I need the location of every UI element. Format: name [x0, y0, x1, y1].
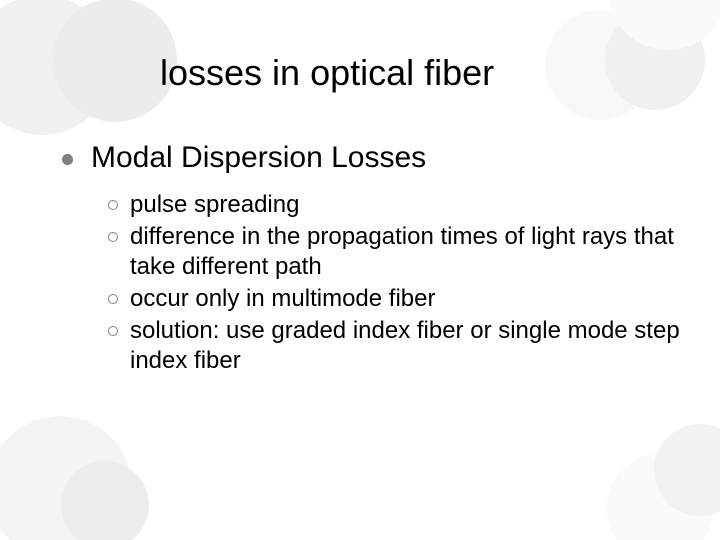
list-item: occur only in multimode fiber	[108, 284, 680, 314]
list-item-text: solution: use graded index fiber or sing…	[130, 316, 680, 376]
list-item: solution: use graded index fiber or sing…	[108, 316, 680, 376]
list-item-text: pulse spreading	[130, 190, 299, 220]
heading-row: Modal Dispersion Losses	[62, 140, 680, 176]
open-bullet-icon	[108, 200, 118, 210]
open-bullet-icon	[108, 294, 118, 304]
filled-bullet-icon	[62, 154, 73, 165]
bg-circle	[61, 461, 149, 540]
heading-text: Modal Dispersion Losses	[91, 140, 426, 176]
open-bullet-icon	[108, 232, 118, 242]
list-item-text: difference in the propagation times of l…	[130, 222, 680, 282]
slide: losses in optical fiber Modal Dispersion…	[0, 0, 720, 540]
open-bullet-icon	[108, 326, 118, 336]
list-item: difference in the propagation times of l…	[108, 222, 680, 282]
list-item: pulse spreading	[108, 190, 680, 220]
bg-circle	[53, 0, 177, 122]
subitem-group: pulse spreading difference in the propag…	[108, 190, 680, 376]
page-title: losses in optical fiber	[160, 52, 494, 94]
content-block: Modal Dispersion Losses pulse spreading …	[62, 140, 680, 378]
list-item-text: occur only in multimode fiber	[130, 284, 435, 314]
